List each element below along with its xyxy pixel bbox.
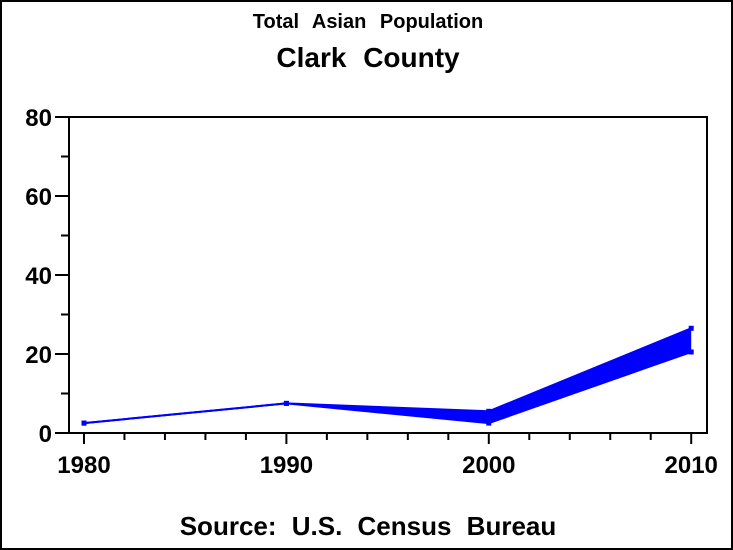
y-tick-label: 0 (39, 421, 52, 448)
data-point-marker (283, 400, 289, 406)
data-point-marker (688, 349, 694, 355)
y-tick-label: 80 (25, 105, 52, 132)
x-tick-label: 1980 (57, 452, 110, 479)
x-tick-label: 2010 (665, 452, 718, 479)
chart-title: Total Asian Population (253, 11, 483, 33)
data-point-marker (81, 420, 87, 426)
data-point-marker (688, 325, 694, 331)
y-tick-label: 20 (25, 342, 52, 369)
chart-footnote: Source: U.S. Census Bureau (180, 511, 557, 541)
data-point-marker (486, 420, 492, 426)
axes-layer (55, 116, 708, 444)
chart-subtitle: Clark County (276, 42, 460, 73)
x-tick-label: 2000 (462, 452, 515, 479)
y-tick-label: 40 (25, 263, 52, 290)
data-point-marker (486, 408, 492, 414)
population-band (84, 328, 692, 424)
series-line-lower-bound (83, 351, 692, 425)
x-tick-label: 1990 (260, 452, 313, 479)
y-tick-label: 60 (25, 184, 52, 211)
tick-label-layer: 0 20 40 60 80 1980 1990 2000 2010 (25, 105, 718, 479)
plot-frame (68, 116, 708, 434)
data-layer (81, 325, 694, 426)
